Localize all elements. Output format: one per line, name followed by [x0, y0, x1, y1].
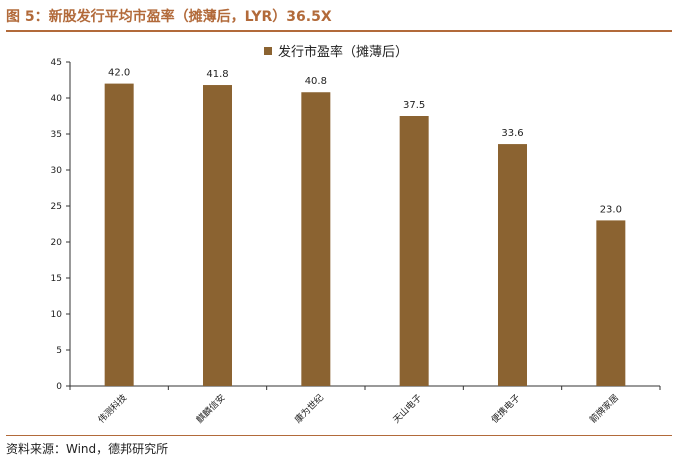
y-tick-label: 45 — [51, 58, 62, 68]
y-tick-label: 5 — [56, 346, 62, 356]
category-label: 便携电子 — [489, 392, 523, 426]
y-tick-label: 15 — [51, 274, 62, 284]
legend-label: 发行市盈率（摊薄后） — [278, 44, 408, 60]
category-label: 麒麟信安 — [194, 392, 228, 426]
category-label: 天山电子 — [390, 392, 424, 426]
y-tick-label: 25 — [51, 202, 62, 212]
bars — [104, 83, 626, 387]
bar — [203, 85, 232, 386]
bar-chart: 发行市盈率（摊薄后） 0 5 10 15 20 25 30 35 40 45 42.0 41.8 40… — [51, 44, 661, 426]
category-label: 箭牌家居 — [587, 392, 621, 426]
data-labels: 42.0 41.8 40.8 37.5 33.6 23.0 — [108, 68, 622, 216]
x-axis — [69, 385, 661, 390]
data-label: 37.5 — [403, 100, 425, 111]
category-label: 伟测科技 — [95, 392, 129, 426]
category-label: 康为世纪 — [292, 392, 326, 426]
y-tick-label: 40 — [51, 94, 63, 104]
y-tick-label: 0 — [56, 382, 62, 392]
y-axis: 0 5 10 15 20 25 30 35 40 45 — [51, 58, 71, 392]
figure-title: 图 5：新股发行平均市盈率（摊薄后，LYR）36.5X — [6, 9, 332, 25]
title-rule — [6, 30, 672, 32]
footer-rule — [6, 435, 672, 436]
bar — [399, 116, 429, 386]
data-label: 41.8 — [206, 69, 228, 80]
data-label: 23.0 — [600, 204, 622, 215]
bar — [498, 144, 527, 386]
y-tick-label: 20 — [51, 238, 63, 248]
y-tick-label: 10 — [51, 310, 63, 320]
legend: 发行市盈率（摊薄后） — [264, 44, 408, 60]
data-label: 33.6 — [501, 128, 523, 139]
source-note: 资料来源：Wind，德邦研究所 — [6, 442, 169, 456]
data-label: 42.0 — [108, 68, 130, 79]
data-label: 40.8 — [305, 76, 327, 87]
bar — [301, 92, 331, 387]
category-labels: 伟测科技 麒麟信安 康为世纪 天山电子 便携电子 箭牌家居 — [95, 392, 621, 426]
bar — [104, 83, 134, 386]
legend-swatch — [264, 47, 272, 55]
y-tick-label: 30 — [51, 166, 63, 176]
y-tick-label: 35 — [51, 130, 62, 140]
bar — [596, 220, 626, 386]
